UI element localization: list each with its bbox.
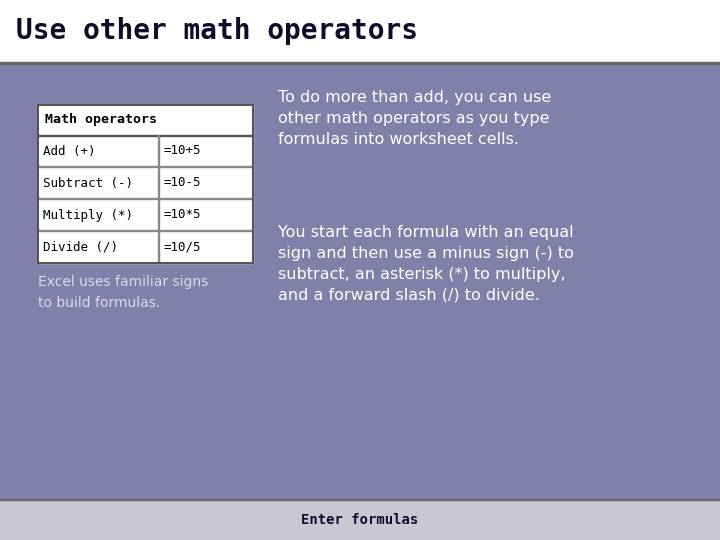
Bar: [0, 498, 720, 500]
Text: Enter formulas: Enter formulas: [302, 513, 418, 527]
Bar: [158, 167, 159, 199]
Bar: [0, 500, 720, 540]
Text: =10+5: =10+5: [163, 145, 200, 158]
Text: Add (+): Add (+): [43, 145, 96, 158]
Text: =10-5: =10-5: [163, 177, 200, 190]
Text: other math operators as you type: other math operators as you type: [278, 111, 549, 126]
Bar: [38, 105, 253, 263]
Text: Divide (/): Divide (/): [43, 240, 118, 253]
Text: Subtract (-): Subtract (-): [43, 177, 133, 190]
Text: You start each formula with an equal: You start each formula with an equal: [278, 225, 574, 240]
Bar: [0, 62, 720, 64]
Bar: [158, 135, 159, 167]
Bar: [0, 0, 720, 62]
Bar: [158, 231, 159, 263]
Text: Math operators: Math operators: [45, 113, 157, 126]
Bar: [0, 64, 720, 500]
Bar: [38, 166, 253, 167]
Text: To do more than add, you can use: To do more than add, you can use: [278, 90, 552, 105]
Text: Excel uses familiar signs
to build formulas.: Excel uses familiar signs to build formu…: [38, 275, 208, 309]
Text: subtract, an asterisk (*) to multiply,: subtract, an asterisk (*) to multiply,: [278, 267, 565, 282]
Bar: [38, 105, 253, 263]
Text: Use other math operators: Use other math operators: [16, 17, 418, 45]
Text: =10/5: =10/5: [163, 240, 200, 253]
Text: sign and then use a minus sign (-) to: sign and then use a minus sign (-) to: [278, 246, 574, 261]
Text: Multiply (*): Multiply (*): [43, 208, 133, 221]
Text: formulas into worksheet cells.: formulas into worksheet cells.: [278, 132, 519, 147]
Bar: [38, 134, 253, 136]
Bar: [158, 199, 159, 231]
Text: =10*5: =10*5: [163, 208, 200, 221]
Bar: [38, 198, 253, 199]
Bar: [38, 230, 253, 231]
Text: and a forward slash (/) to divide.: and a forward slash (/) to divide.: [278, 288, 540, 303]
